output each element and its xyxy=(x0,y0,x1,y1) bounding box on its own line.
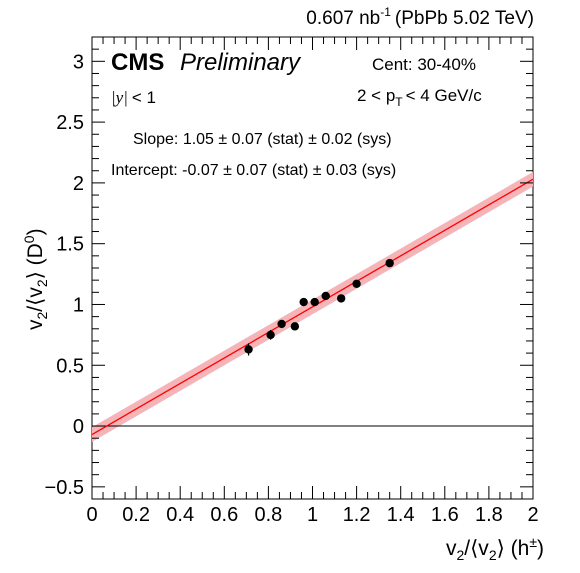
x-axis-title: v2/⟨v2⟩ (h±) xyxy=(446,534,544,563)
x-tick-label: 1.4 xyxy=(387,504,415,526)
data-point xyxy=(290,322,300,331)
y-tick-label: 0 xyxy=(73,416,84,438)
data-points xyxy=(244,258,394,356)
rapidity-variable: |y| xyxy=(111,88,128,107)
x-tick-label: 2 xyxy=(527,504,538,526)
pt-range-label: 2 < pT < 4 GeV/c xyxy=(357,86,482,109)
rapidity-cut: < 1 xyxy=(132,88,156,107)
collision-system: (PbPb 5.02 TeV) xyxy=(395,8,534,29)
preliminary-label: Preliminary xyxy=(180,49,302,76)
data-point xyxy=(352,279,361,289)
y-title-mid: /⟨v xyxy=(24,287,47,312)
plot-frame xyxy=(91,36,534,500)
y-title-v: v xyxy=(24,319,47,330)
x-tick-label: 1 xyxy=(307,504,318,526)
y-title-end: ) xyxy=(24,228,47,235)
point-marker xyxy=(385,258,394,268)
y-axis-title: v2/⟨v2⟩ (D0) xyxy=(21,228,50,330)
lumi-exponent: -1 xyxy=(380,5,391,19)
point-marker xyxy=(290,322,300,331)
intercept-text: Intercept: -0.07 ± 0.07 (stat) ± 0.03 (s… xyxy=(111,162,396,179)
data-point xyxy=(385,258,394,268)
x-tick-label: 0 xyxy=(86,504,97,526)
x-tick-label: 1.2 xyxy=(343,504,371,526)
x-tick-label: 1.6 xyxy=(431,504,459,526)
y-tick-label: 1 xyxy=(73,294,84,316)
slope-text: Slope: 1.05 ± 0.07 (stat) ± 0.02 (sys) xyxy=(133,131,392,148)
y-tick-label: 3 xyxy=(73,51,84,73)
x-title-sup: ± xyxy=(529,534,537,550)
x-title-v: v xyxy=(446,537,457,560)
point-marker xyxy=(336,294,346,303)
data-point xyxy=(244,343,253,356)
point-marker xyxy=(310,297,319,307)
point-marker xyxy=(244,345,253,354)
x-title-end: ) xyxy=(537,537,544,560)
y-tick-label: −0.5 xyxy=(45,477,84,499)
x-tick-label: 1.8 xyxy=(475,504,503,526)
x-tick-label: 0.4 xyxy=(166,504,194,526)
pt-range-sub: T xyxy=(395,95,403,109)
pt-range-post: < 4 GeV/c xyxy=(406,86,483,105)
y-tick-label: 1.5 xyxy=(56,234,84,256)
header-label: 0.607 nb-1 (PbPb 5.02 TeV) xyxy=(306,5,534,29)
data-point xyxy=(310,297,319,307)
x-title-post: ⟩ (h xyxy=(497,537,530,560)
x-axis-ticks: 0 0.2 0.4 0.6 0.8 1 1.2 1.4 1.6 1.8 2 xyxy=(86,37,539,526)
x-tick-label: 0.6 xyxy=(210,504,238,526)
point-marker xyxy=(277,319,286,329)
data-point xyxy=(266,330,275,340)
data-point xyxy=(321,291,330,301)
cms-label: CMS xyxy=(111,49,164,76)
point-marker xyxy=(299,297,308,307)
rapidity-label: |y| < 1 xyxy=(111,88,156,107)
data-point xyxy=(277,319,286,329)
pt-range-pre: 2 < p xyxy=(357,86,395,105)
point-marker xyxy=(352,279,361,289)
y-title-sub2: 2 xyxy=(34,279,50,287)
point-marker xyxy=(321,291,330,301)
y-tick-label: 2.5 xyxy=(56,112,84,134)
y-axis-ticks: −0.5 0 0.5 1 1.5 2 2.5 3 xyxy=(45,36,533,500)
fit-line xyxy=(91,178,534,436)
x-tick-label: 0.8 xyxy=(254,504,282,526)
y-title-sub: 2 xyxy=(34,312,50,320)
y-title-sup: 0 xyxy=(21,235,37,243)
y-title-post: ⟩ (D xyxy=(24,243,47,279)
y-tick-label: 0.5 xyxy=(56,355,84,377)
x-tick-label: 0.2 xyxy=(122,504,150,526)
x-title-mid: /⟨v xyxy=(464,537,489,560)
lumi-value: 0.607 nb xyxy=(306,8,380,29)
plot-area: 0 0.2 0.4 0.6 0.8 1 1.2 1.4 1.6 1.8 2 −0.500.511.5… xyxy=(45,36,539,526)
y-tick-label: 2 xyxy=(73,173,84,195)
centrality-label: Cent: 30-40% xyxy=(372,55,476,74)
x-title-sub2: 2 xyxy=(489,547,497,563)
data-point xyxy=(336,294,346,303)
data-point xyxy=(299,297,308,307)
point-marker xyxy=(266,330,275,340)
x-title-sub: 2 xyxy=(456,547,464,563)
